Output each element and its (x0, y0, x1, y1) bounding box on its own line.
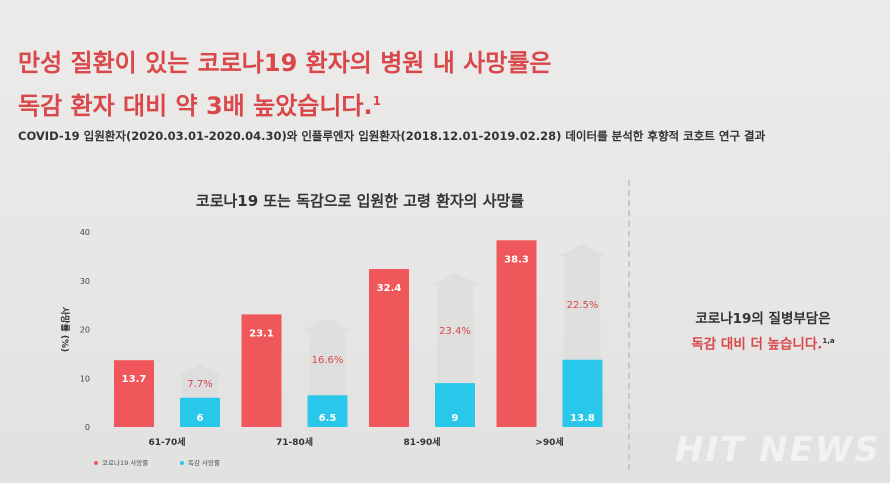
covid-bar-value: 13.7 (122, 374, 147, 385)
covid-bar-value: 38.3 (504, 254, 529, 265)
difference-arrow (431, 273, 479, 384)
x-category-label: 61-70세 (148, 436, 185, 448)
title-line-2: 독감 환자 대비 약 3배 높았습니다.1 (18, 82, 778, 125)
watermark-logo: HIT NEWS (675, 430, 881, 470)
x-category-label: 81-90세 (403, 436, 440, 448)
side-note-line-2: 독감 대비 더 높습니다.1,a (648, 330, 878, 356)
legend-label-covid: 코로나19 사망률 (102, 458, 148, 467)
x-category-label: 71-80세 (276, 436, 313, 448)
side-note-footnote-marker: 1,a (822, 337, 835, 345)
covid-bar (496, 240, 537, 427)
slide-subtitle: COVID-19 입원환자(2020.03.01-2020.04.30)와 인플… (18, 129, 766, 143)
y-tick-label: 40 (80, 228, 90, 237)
covid-bar (241, 314, 282, 427)
covid-bar (114, 360, 154, 427)
title-line-1: 만성 질환이 있는 코로나19 환자의 병원 내 사망률은 (18, 49, 552, 77)
legend-label-flu: 독감 사망률 (188, 458, 220, 467)
flu-bar (562, 359, 603, 427)
flu-bar (180, 397, 220, 427)
legend-marker-flu (180, 461, 184, 465)
flu-bar (307, 395, 348, 427)
difference-label: 7.7% (187, 379, 212, 390)
mortality-bar-chart: 0 10 20 30 40 사망률 (%) 13.7 6 7.7% 61-70세 23.1 6.5 16… (59, 228, 607, 467)
difference-label: 23.4% (439, 326, 471, 337)
difference-arrow (558, 244, 607, 360)
y-tick-label: 0 (85, 423, 90, 432)
covid-bar (369, 269, 409, 427)
covid-bar-value: 32.4 (377, 283, 402, 294)
side-note: 코로나19의 질병부담은 독감 대비 더 높습니다.1,a (648, 308, 878, 356)
flu-bar-value: 9 (452, 413, 459, 424)
chart-title: 코로나19 또는 독감으로 입원한 고령 환자의 사망률 (195, 192, 525, 210)
x-category-label: >90세 (535, 436, 563, 448)
flu-bar-value: 6 (197, 413, 204, 424)
y-tick-label: 30 (80, 277, 90, 286)
legend-marker-covid (94, 461, 98, 465)
vertical-divider (628, 180, 630, 470)
difference-arrow (303, 318, 352, 396)
side-note-line-2-text: 독감 대비 더 높습니다. (691, 336, 823, 353)
y-tick-label: 10 (80, 374, 90, 383)
flu-bar-value: 13.8 (570, 413, 595, 424)
flu-bar-value: 6.5 (319, 413, 337, 424)
side-note-line-1: 코로나19의 질병부담은 (695, 311, 831, 327)
difference-label: 16.6% (312, 355, 344, 366)
difference-arrow (176, 364, 224, 398)
slide-title: 만성 질환이 있는 코로나19 환자의 병원 내 사망률은 독감 환자 대비 약… (18, 44, 778, 125)
y-axis-label: 사망률 (%) (59, 307, 71, 352)
covid-bar-value: 23.1 (249, 328, 274, 339)
difference-label: 22.5% (567, 300, 599, 311)
flu-bar (435, 383, 475, 427)
title-line-2-text: 독감 환자 대비 약 3배 높았습니다. (18, 92, 373, 120)
y-tick-label: 20 (80, 326, 90, 335)
title-footnote-marker: 1 (372, 94, 381, 108)
